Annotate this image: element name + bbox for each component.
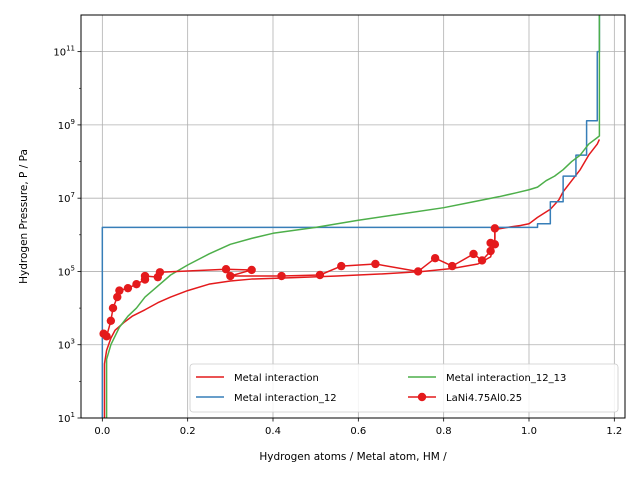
x-axis-ticks: 0.0 0.2 0.4 0.6 0.8 1.0 1.2 bbox=[94, 418, 622, 437]
data-point bbox=[123, 283, 133, 293]
y-tick-base: 10 bbox=[58, 414, 71, 425]
data-point bbox=[477, 256, 487, 265]
data-point bbox=[226, 271, 235, 281]
x-tick-label: 0.4 bbox=[265, 426, 281, 437]
series-line-0 bbox=[103, 139, 601, 418]
plot-area-frame bbox=[80, 14, 626, 419]
data-point bbox=[108, 303, 118, 313]
legend: Metal interaction Metal interaction_12 Met… bbox=[189, 363, 619, 413]
y-tick-label: 109 bbox=[58, 118, 75, 132]
series-layer bbox=[99, 15, 601, 418]
data-point bbox=[106, 316, 116, 325]
y-tick-label: 1011 bbox=[53, 45, 75, 59]
y-tick-base: 10 bbox=[53, 48, 66, 59]
x-tick-label: 1.0 bbox=[521, 426, 537, 437]
data-point bbox=[490, 240, 500, 249]
x-tick-label: 0.8 bbox=[436, 426, 452, 437]
y-tick-label: 107 bbox=[58, 191, 75, 205]
data-point bbox=[315, 270, 325, 280]
grid bbox=[81, 15, 625, 419]
data-point bbox=[115, 286, 124, 295]
data-point bbox=[430, 254, 440, 263]
data-point bbox=[277, 271, 286, 281]
data-point bbox=[486, 246, 495, 256]
legend-entry-label: Metal interaction_12_13 bbox=[446, 373, 566, 384]
y-tick-base: 10 bbox=[58, 341, 71, 352]
y-tick-base: 10 bbox=[58, 121, 71, 132]
legend-entry-label: Metal interaction bbox=[234, 373, 319, 384]
y-tick-exponent: 11 bbox=[66, 45, 75, 53]
data-point bbox=[113, 292, 122, 302]
data-point bbox=[337, 261, 346, 271]
x-tick-label: 0.2 bbox=[180, 426, 196, 437]
legend-entry-label: Metal interaction_12 bbox=[234, 393, 337, 404]
y-tick-label: 105 bbox=[58, 264, 75, 278]
y-tick-exponent: 7 bbox=[71, 191, 75, 199]
y-tick-exponent: 1 bbox=[71, 411, 75, 419]
y-tick-label: 103 bbox=[58, 338, 75, 352]
x-tick-label: 1.2 bbox=[606, 426, 622, 437]
y-tick-exponent: 5 bbox=[71, 264, 75, 272]
data-point bbox=[132, 279, 141, 289]
y-tick-base: 10 bbox=[58, 194, 71, 205]
series-line-1 bbox=[101, 15, 601, 418]
y-tick-label: 101 bbox=[58, 411, 75, 425]
series-line-2 bbox=[105, 15, 601, 418]
x-tick-label: 0.6 bbox=[350, 426, 366, 437]
data-point bbox=[413, 267, 423, 276]
legend-box bbox=[189, 363, 619, 413]
data-point bbox=[221, 265, 231, 274]
data-point bbox=[140, 271, 150, 281]
legend-marker bbox=[417, 392, 427, 402]
x-axis-label: Hydrogen atoms / Metal atom, HM / bbox=[259, 451, 447, 463]
data-point bbox=[102, 332, 111, 341]
y-axis-label: Hydrogen Pressure, P / Pa bbox=[18, 149, 30, 284]
y-tick-exponent: 3 bbox=[71, 338, 75, 346]
data-point bbox=[469, 249, 478, 259]
legend-entry-label: LaNi4.75Al0.25 bbox=[446, 393, 522, 404]
data-point bbox=[490, 224, 500, 233]
x-tick-label: 0.0 bbox=[94, 426, 110, 437]
data-point bbox=[155, 268, 165, 277]
data-point bbox=[371, 259, 380, 269]
data-point bbox=[247, 265, 256, 275]
data-point bbox=[448, 261, 457, 271]
y-tick-base: 10 bbox=[58, 267, 71, 278]
y-tick-exponent: 9 bbox=[71, 118, 75, 126]
